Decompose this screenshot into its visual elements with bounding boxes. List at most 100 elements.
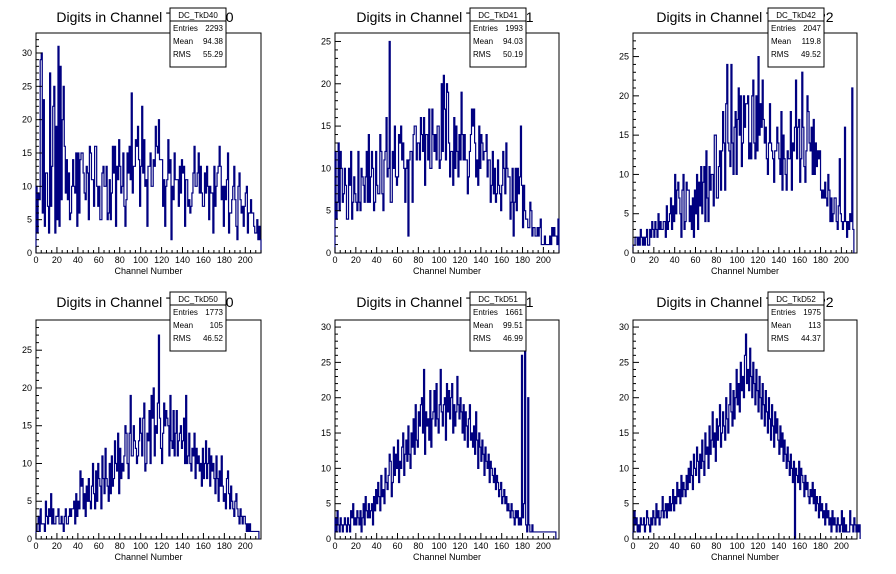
- y-tick-label: 25: [619, 357, 629, 367]
- x-tick-label: 120: [154, 255, 169, 265]
- stats-name: DC_TkD42: [776, 11, 816, 20]
- x-tick-label: 100: [133, 255, 148, 265]
- x-tick-label: 140: [473, 541, 488, 551]
- histogram-series: [632, 55, 855, 253]
- stats-value: 46.52: [203, 334, 224, 343]
- stats-value: 105: [210, 321, 224, 330]
- x-tick-label: 0: [630, 255, 635, 265]
- stats-name: DC_TkD50: [178, 295, 218, 304]
- x-tick-label: 160: [196, 255, 211, 265]
- y-tick-label: 0: [624, 534, 629, 544]
- y-tick-label: 20: [22, 115, 32, 125]
- x-tick-label: 40: [670, 255, 680, 265]
- x-tick-label: 40: [372, 255, 382, 265]
- x-tick-label: 60: [393, 541, 403, 551]
- stats-label: RMS: [173, 50, 191, 59]
- stats-value: 94.38: [203, 37, 224, 46]
- y-tick-label: 5: [326, 206, 331, 216]
- x-tick-label: 80: [711, 541, 721, 551]
- x-tick-label: 180: [515, 255, 530, 265]
- stats-label: Entries: [771, 308, 796, 317]
- stats-value: 2047: [803, 24, 821, 33]
- x-tick-label: 80: [711, 255, 721, 265]
- y-tick-label: 10: [321, 163, 331, 173]
- x-tick-label: 60: [691, 541, 701, 551]
- x-tick-label: 120: [154, 541, 169, 551]
- y-tick-label: 20: [619, 393, 629, 403]
- x-tick-label: 120: [453, 255, 468, 265]
- y-tick-label: 15: [619, 428, 629, 438]
- stats-label: RMS: [473, 50, 491, 59]
- x-tick-label: 40: [73, 541, 83, 551]
- stats-label: Mean: [473, 37, 493, 46]
- stats-box-frame: [469, 7, 527, 68]
- x-axis-label: Channel Number: [413, 266, 481, 276]
- x-axis-label: Channel Number: [114, 266, 182, 276]
- y-tick-label: 25: [22, 81, 32, 91]
- stats-label: Entries: [771, 24, 796, 33]
- x-tick-label: 20: [351, 255, 361, 265]
- x-tick-label: 180: [217, 541, 232, 551]
- x-tick-label: 200: [834, 541, 849, 551]
- x-tick-label: 20: [351, 541, 361, 551]
- x-tick-label: 80: [115, 255, 125, 265]
- x-tick-label: 40: [372, 541, 382, 551]
- x-tick-label: 200: [536, 255, 551, 265]
- x-axis-label: Channel Number: [711, 266, 779, 276]
- x-tick-label: 100: [133, 541, 148, 551]
- histogram-panel-1: 0 20 40 60 80 100 120 140 160 180 200 0 5 10 15 20 25 30 C…: [22, 7, 262, 276]
- stats-value: 113: [808, 321, 821, 330]
- x-tick-label: 200: [834, 255, 849, 265]
- plot-frame: [632, 319, 858, 540]
- y-tick-label: 20: [321, 393, 331, 403]
- x-tick-label: 200: [536, 541, 551, 551]
- x-tick-label: 80: [413, 541, 423, 551]
- y-tick-label: 25: [321, 36, 331, 46]
- histogram-panel-4: 0 20 40 60 80 100 120 140 160 180 200 0 5 10 15 20 25 Cha…: [22, 291, 262, 562]
- stats-value: 2293: [205, 24, 223, 33]
- stats-label: Entries: [473, 24, 498, 33]
- plot-frame: [35, 32, 262, 254]
- y-tick-label: 10: [619, 169, 629, 179]
- x-tick-label: 180: [813, 255, 828, 265]
- plot-frame: [35, 319, 262, 540]
- stats-box: DC_TkD41 Entries 1993 Mean 94.03 RMS 50.19: [469, 7, 527, 68]
- x-tick-label: 100: [432, 541, 447, 551]
- histogram-series: [334, 40, 560, 253]
- y-tick-label: 0: [27, 248, 32, 258]
- x-tick-label: 60: [94, 255, 104, 265]
- x-tick-label: 140: [175, 255, 190, 265]
- stats-value: 46.99: [503, 334, 524, 343]
- x-tick-label: 160: [494, 541, 509, 551]
- y-tick-label: 5: [624, 499, 629, 509]
- x-tick-label: 180: [813, 541, 828, 551]
- y-tick-label: 25: [321, 357, 331, 367]
- y-tick-label: 5: [27, 496, 32, 506]
- histogram-series: [632, 333, 861, 540]
- y-tick-label: 15: [619, 130, 629, 140]
- y-tick-label: 30: [619, 322, 629, 332]
- stats-value: 1661: [505, 308, 523, 317]
- x-axis-label: Channel Number: [413, 552, 481, 562]
- x-tick-label: 200: [238, 541, 253, 551]
- histogram-series: [35, 45, 262, 253]
- stats-label: Entries: [173, 308, 198, 317]
- stats-value: 49.52: [801, 50, 822, 59]
- x-tick-label: 80: [413, 255, 423, 265]
- x-axis-label: Channel Number: [711, 552, 779, 562]
- y-tick-label: 5: [27, 215, 32, 225]
- y-tick-label: 0: [326, 248, 331, 258]
- y-tick-label: 25: [619, 52, 629, 62]
- y-tick-label: 30: [321, 322, 331, 332]
- x-tick-label: 100: [730, 541, 745, 551]
- x-tick-label: 60: [691, 255, 701, 265]
- x-tick-label: 160: [196, 541, 211, 551]
- x-tick-label: 180: [515, 541, 530, 551]
- stats-label: RMS: [771, 334, 789, 343]
- stats-label: RMS: [771, 50, 789, 59]
- x-tick-label: 140: [473, 255, 488, 265]
- histogram-panel-6: 0 20 40 60 80 100 120 140 160 180 200 0 5 10 15 20 25 30 C…: [619, 291, 861, 562]
- x-tick-label: 0: [630, 541, 635, 551]
- stats-value: 55.29: [203, 50, 224, 59]
